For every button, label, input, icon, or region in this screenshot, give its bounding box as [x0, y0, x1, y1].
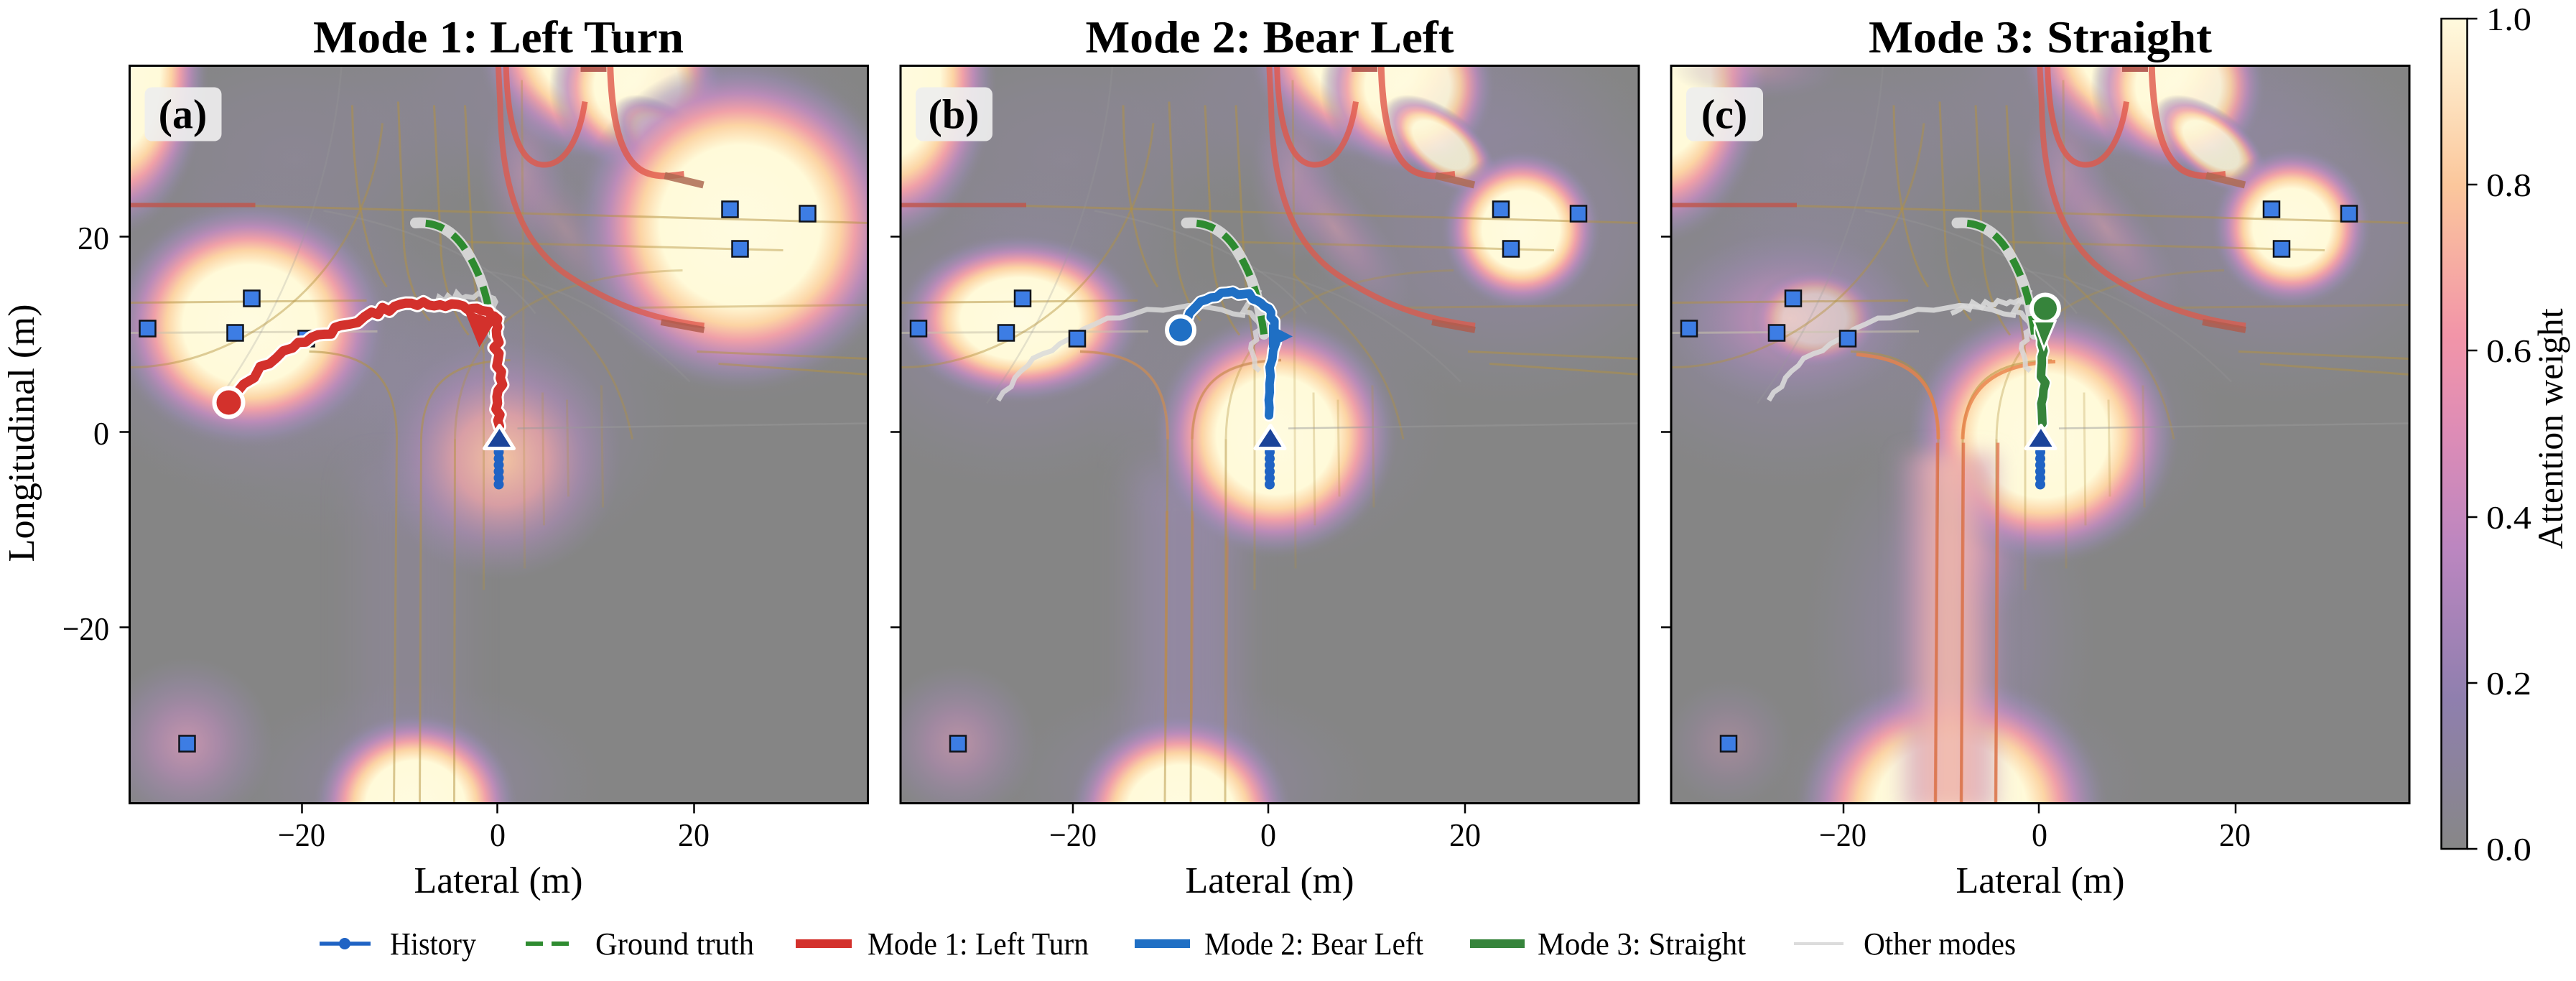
svg-text:Longitudinal (m): Longitudinal (m): [1, 304, 42, 562]
svg-text:Lateral (m): Lateral (m): [1186, 860, 1354, 901]
svg-text:0.0: 0.0: [2486, 831, 2531, 868]
svg-text:Other modes: Other modes: [1864, 926, 2016, 962]
svg-text:0: 0: [2032, 817, 2047, 853]
svg-text:−20: −20: [62, 610, 109, 647]
svg-text:0: 0: [490, 817, 506, 853]
svg-text:0.8: 0.8: [2486, 167, 2531, 203]
svg-text:20: 20: [678, 817, 710, 853]
svg-text:Lateral (m): Lateral (m): [414, 860, 583, 901]
svg-text:(b): (b): [929, 91, 980, 138]
svg-text:Mode 3: Straight: Mode 3: Straight: [1538, 926, 1746, 962]
svg-text:20: 20: [2219, 817, 2251, 853]
svg-text:0: 0: [1260, 817, 1276, 853]
svg-text:(c): (c): [1701, 91, 1747, 138]
svg-text:Attention weight: Attention weight: [2530, 308, 2570, 549]
svg-text:History: History: [390, 926, 476, 962]
svg-text:0: 0: [93, 415, 109, 452]
svg-text:−20: −20: [278, 817, 325, 853]
svg-text:Mode 2: Bear Left: Mode 2: Bear Left: [1204, 926, 1423, 962]
svg-text:−20: −20: [1049, 817, 1097, 853]
svg-text:0.4: 0.4: [2486, 499, 2531, 536]
svg-text:0.2: 0.2: [2486, 665, 2531, 702]
svg-text:Ground truth: Ground truth: [595, 926, 754, 962]
svg-text:0.6: 0.6: [2486, 333, 2531, 369]
svg-text:Mode 3: Straight: Mode 3: Straight: [1869, 11, 2213, 62]
svg-text:−20: −20: [1819, 817, 1866, 853]
svg-text:1.0: 1.0: [2486, 1, 2531, 37]
svg-text:Mode 1: Left Turn: Mode 1: Left Turn: [313, 11, 684, 62]
svg-text:Mode 1: Left Turn: Mode 1: Left Turn: [868, 926, 1089, 962]
svg-text:20: 20: [78, 220, 109, 256]
svg-text:20: 20: [1449, 817, 1481, 853]
svg-text:Mode 2: Bear Left: Mode 2: Bear Left: [1086, 11, 1455, 62]
svg-text:Lateral (m): Lateral (m): [1956, 860, 2125, 901]
svg-text:(a): (a): [159, 91, 208, 138]
